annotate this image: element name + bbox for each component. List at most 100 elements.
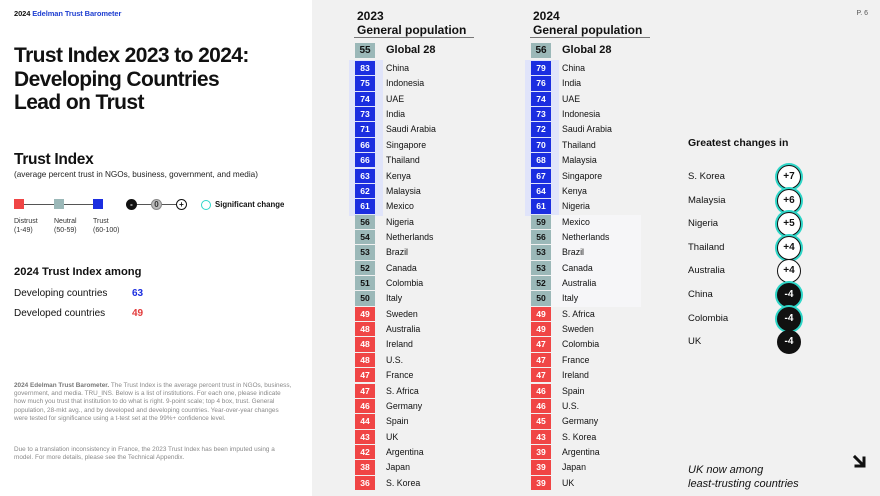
- country-name: Netherlands: [386, 231, 434, 242]
- country-name: Colombia: [562, 339, 600, 350]
- column-year: 2024: [533, 9, 560, 23]
- trust-value: 70: [531, 137, 551, 153]
- country-name: Singapore: [386, 139, 427, 150]
- country-name: Italy: [562, 293, 579, 304]
- country-name: Ireland: [386, 339, 413, 350]
- trust-value: 73: [355, 107, 375, 122]
- column-2023-header: 2023 General population: [357, 9, 466, 37]
- trust-value: 56: [355, 214, 375, 229]
- country-name: Malaysia: [386, 185, 421, 196]
- trust-value: 48: [355, 352, 375, 368]
- increase-icon: +: [176, 199, 187, 210]
- country-name: Thailand: [386, 155, 420, 166]
- country-name: Brazil: [386, 247, 408, 258]
- footnote-methodology: 2024 Edelman Trust Barometer. The Trust …: [14, 382, 294, 423]
- country-name: France: [386, 370, 414, 381]
- note-line-2: least-trusting countries: [688, 478, 799, 490]
- country-name: Sweden: [386, 308, 418, 319]
- trust-value: 47: [355, 368, 375, 383]
- trust-value: 73: [531, 107, 551, 122]
- country-name: Italy: [386, 293, 403, 304]
- trust-value: 36: [355, 475, 375, 491]
- trust-index-heading: Trust Index: [14, 151, 94, 168]
- trust-value: 53: [531, 260, 551, 275]
- among-value: 49: [132, 308, 144, 319]
- country-name: U.S.: [562, 400, 580, 411]
- legend-neutral-swatch: [54, 199, 64, 209]
- among-heading: 2024 Trust Index among: [14, 266, 142, 278]
- column-year: 2023: [357, 9, 384, 23]
- country-name: Canada: [386, 262, 417, 273]
- country-name: UAE: [386, 93, 405, 104]
- trust-value: 61: [355, 199, 375, 214]
- significant-change-icon: [201, 200, 211, 210]
- trust-value: 54: [355, 229, 375, 245]
- country-name: France: [562, 354, 590, 365]
- trust-value: 79: [531, 61, 551, 76]
- legend-trust-swatch: [93, 199, 103, 209]
- page-title: Trust Index 2023 to 2024: Developing Cou…: [14, 44, 304, 115]
- change-badge: +4: [777, 259, 801, 284]
- country-name: China: [386, 63, 409, 73]
- change-country: Malaysia: [688, 194, 726, 206]
- trust-value: 49: [355, 306, 375, 322]
- country-name: Colombia: [386, 278, 424, 289]
- trust-value: 48: [355, 337, 375, 352]
- global-label: Global 28: [562, 44, 612, 56]
- trust-value: 83: [355, 61, 375, 76]
- trust-value: 39: [531, 475, 551, 491]
- trust-value: 74: [355, 91, 375, 107]
- footnote-source: 2024 Edelman Trust Barometer.: [14, 382, 110, 389]
- country-name: Kenya: [386, 170, 411, 181]
- change-country: Nigeria: [688, 218, 719, 230]
- country-name: Brazil: [562, 247, 584, 258]
- trust-value: 68: [531, 153, 551, 168]
- change-country: S. Korea: [688, 171, 725, 182]
- among-row-developed: Developed countries 49: [14, 308, 154, 319]
- country-name: Saudi Arabia: [562, 124, 612, 135]
- country-name: India: [562, 78, 582, 89]
- trust-value: 61: [531, 199, 551, 214]
- uk-note: UK now among least-trusting countries: [688, 463, 799, 491]
- country-name: S. Korea: [386, 477, 421, 488]
- footnote-france: Due to a translation inconsistency in Fr…: [14, 446, 275, 462]
- country-name: India: [386, 109, 406, 120]
- change-badge: -4: [777, 306, 801, 331]
- trust-value: 43: [531, 429, 551, 444]
- change-badge: +6: [777, 188, 801, 213]
- significant-change-label: Significant change: [215, 200, 285, 209]
- trust-value: 74: [531, 91, 551, 107]
- trust-value: 53: [355, 245, 375, 260]
- trust-value: 56: [531, 229, 551, 245]
- trust-value: 52: [531, 276, 551, 291]
- trust-value: 47: [531, 352, 551, 368]
- among-label: Developing countries: [14, 288, 108, 299]
- country-name: Japan: [386, 462, 410, 473]
- brand-year: 2024: [14, 9, 31, 18]
- country-name: Australia: [562, 278, 597, 289]
- trust-index-subtitle: (average percent trust in NGOs, business…: [14, 170, 258, 179]
- trust-value: 46: [531, 383, 551, 398]
- trust-value: 71: [355, 122, 375, 137]
- column-rule: [530, 37, 650, 38]
- trust-value: 66: [355, 153, 375, 168]
- country-name: Germany: [562, 416, 599, 427]
- trust-value: 45: [531, 414, 551, 429]
- trust-value: 43: [355, 429, 375, 444]
- trust-value: 76: [531, 76, 551, 91]
- decrease-icon: -: [126, 199, 137, 210]
- trust-value: 49: [531, 322, 551, 337]
- trust-value: 46: [531, 398, 551, 414]
- column-2024-header: 2024 General population: [533, 9, 642, 37]
- arrow-down-right-icon[interactable]: [852, 454, 870, 472]
- change-badge: +5: [777, 212, 801, 237]
- greatest-changes-heading: Greatest changes in: [688, 137, 789, 149]
- trust-value: 47: [531, 368, 551, 383]
- country-name: Canada: [562, 262, 593, 273]
- trust-value: 51: [355, 276, 375, 291]
- change-country: China: [688, 289, 713, 300]
- country-name: Saudi Arabia: [386, 124, 436, 135]
- country-name: Indonesia: [562, 109, 601, 120]
- trust-value: 42: [355, 445, 375, 460]
- country-name: S. Africa: [386, 385, 419, 396]
